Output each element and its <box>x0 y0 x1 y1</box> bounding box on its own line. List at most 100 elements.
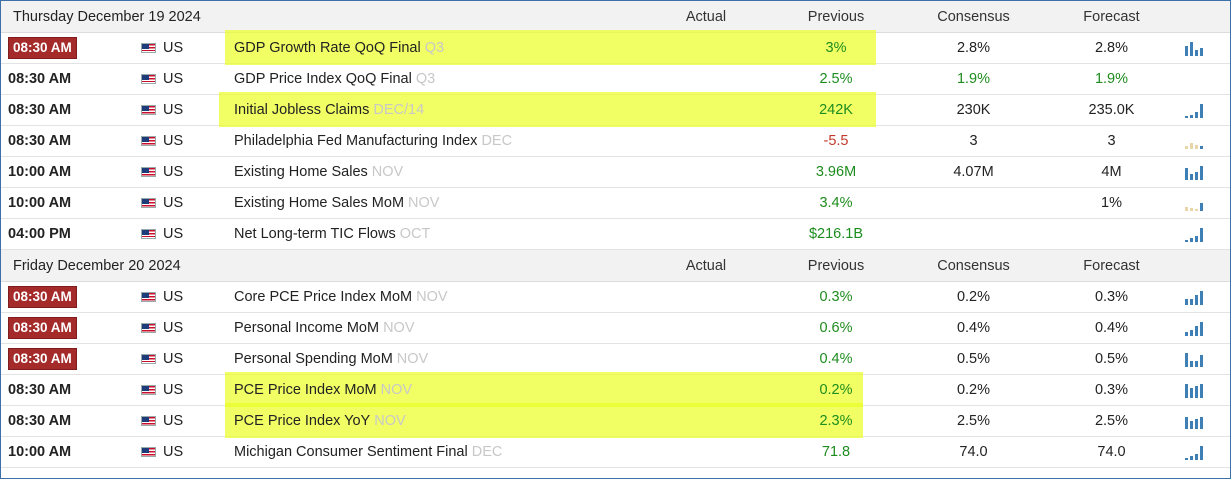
forecast-value <box>1049 219 1174 249</box>
sparkline-chart[interactable] <box>1185 437 1215 467</box>
table-row[interactable]: 10:00 AM US Michigan Consumer Sentiment Fi… <box>1 437 1230 468</box>
event-period: NOV <box>371 164 404 180</box>
event-name-link[interactable]: PCE Price Index YoY NOV <box>234 406 674 436</box>
us-flag-icon <box>141 188 157 218</box>
actual-value <box>641 375 771 405</box>
consensus-value: 2.8% <box>956 40 991 56</box>
event-period: NOV <box>396 351 429 367</box>
sparkline-bar <box>1185 417 1188 429</box>
actual-value <box>641 219 771 249</box>
event-name[interactable]: Existing Home Sales <box>234 164 368 180</box>
event-name[interactable]: Michigan Consumer Sentiment Final <box>234 444 468 460</box>
column-header-consensus[interactable]: Consensus <box>937 8 1010 25</box>
sparkline-chart[interactable] <box>1185 64 1215 94</box>
table-row[interactable]: 08:30 AM US Personal Income MoM NOV 0.6% 0.4%… <box>1 313 1230 344</box>
table-row[interactable]: 08:30 AM US Personal Spending MoM NOV 0.4% 0.… <box>1 344 1230 375</box>
sparkline-bar <box>1195 361 1198 367</box>
time-text: 04:00 PM <box>8 226 71 242</box>
event-name[interactable]: Personal Spending MoM <box>234 351 393 367</box>
sparkline-chart[interactable] <box>1185 126 1215 156</box>
event-time: 08:30 AM <box>8 33 88 63</box>
sparkline-chart[interactable] <box>1185 33 1215 63</box>
section-date: Friday December 20 2024 <box>13 257 181 274</box>
event-name-link[interactable]: Michigan Consumer Sentiment Final DEC <box>234 437 674 467</box>
sparkline-chart[interactable] <box>1185 188 1215 218</box>
event-name-link[interactable]: Existing Home Sales MoM NOV <box>234 188 674 218</box>
table-row[interactable]: 10:00 AM US Existing Home Sales NOV 3.96M 4.0… <box>1 157 1230 188</box>
event-name-link[interactable]: Personal Spending MoM NOV <box>234 344 674 374</box>
event-name[interactable]: Net Long-term TIC Flows <box>234 226 396 242</box>
consensus-value: 0.4% <box>956 320 991 336</box>
country-code: US <box>163 40 184 56</box>
event-name[interactable]: GDP Growth Rate QoQ Final <box>234 40 421 56</box>
country-code: US <box>163 226 184 242</box>
column-header-previous[interactable]: Previous <box>807 257 865 274</box>
sparkline-chart[interactable] <box>1185 95 1215 125</box>
event-period: Q3 <box>424 40 445 56</box>
event-name-link[interactable]: Core PCE Price Index MoM NOV <box>234 282 674 312</box>
event-name[interactable]: Existing Home Sales MoM <box>234 195 405 211</box>
us-flag-icon <box>141 219 157 249</box>
event-name[interactable]: Core PCE Price Index MoM <box>234 289 413 305</box>
event-name[interactable]: GDP Price Index QoQ Final <box>234 71 412 87</box>
event-name-link[interactable]: Net Long-term TIC Flows OCT <box>234 219 674 249</box>
table-row[interactable]: 08:30 AM US Philadelphia Fed Manufacturing… <box>1 126 1230 157</box>
sparkline-chart[interactable] <box>1185 313 1215 343</box>
forecast-value: 0.3% <box>1094 289 1129 305</box>
sparkline-chart[interactable] <box>1185 344 1215 374</box>
table-row[interactable]: 08:30 AM US Core PCE Price Index MoM NOV 0.3… <box>1 282 1230 313</box>
column-header-actual[interactable]: Actual <box>685 8 727 25</box>
event-name-link[interactable]: GDP Price Index QoQ Final Q3 <box>234 64 674 94</box>
column-header-consensus[interactable]: Consensus <box>937 257 1010 274</box>
sparkline-bar <box>1200 104 1203 118</box>
sparkline-bar <box>1200 166 1203 180</box>
table-row[interactable]: 10:00 AM US Existing Home Sales MoM NOV 3.4%… <box>1 188 1230 219</box>
column-header-previous[interactable]: Previous <box>807 8 865 25</box>
forecast-value: 3 <box>1107 133 1116 149</box>
event-name[interactable]: PCE Price Index MoM <box>234 382 377 398</box>
sparkline-bar <box>1185 46 1188 56</box>
event-name[interactable]: Philadelphia Fed Manufacturing Index <box>234 133 478 149</box>
sparkline-bar <box>1195 209 1198 211</box>
sparkline-bar <box>1190 143 1193 149</box>
column-header-forecast[interactable]: Forecast <box>1083 8 1140 25</box>
column-header-actual[interactable]: Actual <box>685 257 727 274</box>
sparkline-chart[interactable] <box>1185 219 1215 249</box>
event-period: NOV <box>374 413 406 429</box>
sparkline-chart[interactable] <box>1185 375 1215 405</box>
event-name-link[interactable]: Existing Home Sales NOV <box>234 157 674 187</box>
forecast-value: 235.0K <box>1088 102 1135 118</box>
sparkline-chart[interactable] <box>1185 157 1215 187</box>
sparkline-chart[interactable] <box>1185 282 1215 312</box>
event-name-link[interactable]: GDP Growth Rate QoQ Final Q3 <box>234 33 674 63</box>
actual-value <box>641 188 771 218</box>
table-row[interactable]: 08:30 AM US PCE Price Index YoY NOV 2.3% 2.5%… <box>1 403 1230 438</box>
sparkline-bar <box>1190 421 1193 429</box>
event-period: DEC <box>481 133 513 149</box>
table-row[interactable]: 08:30 AM US PCE Price Index MoM NOV 0.2% 0.2%… <box>1 372 1230 407</box>
us-flag-icon <box>141 126 157 156</box>
previous-value: -5.5 <box>823 133 849 149</box>
event-name[interactable]: Initial Jobless Claims <box>234 102 370 118</box>
us-flag-icon <box>141 64 157 94</box>
event-period: NOV <box>380 382 413 398</box>
sparkline-bar <box>1195 172 1198 180</box>
sparkline-chart[interactable] <box>1185 406 1215 436</box>
table-row[interactable]: 08:30 AM US Initial Jobless Claims DEC/14 24… <box>1 92 1230 127</box>
actual-value <box>641 157 771 187</box>
table-row[interactable]: 08:30 AM US GDP Price Index QoQ Final Q3 2.5… <box>1 64 1230 95</box>
time-badge: 08:30 AM <box>8 37 77 59</box>
table-row[interactable]: 04:00 PM US Net Long-term TIC Flows OCT $216… <box>1 219 1230 250</box>
sparkline-bar <box>1195 50 1198 56</box>
event-name[interactable]: PCE Price Index YoY <box>234 413 371 429</box>
table-row[interactable]: 08:30 AM US GDP Growth Rate QoQ Final Q3 3% 2… <box>1 30 1230 65</box>
event-name-link[interactable]: PCE Price Index MoM NOV <box>234 375 674 405</box>
event-name[interactable]: Personal Income MoM <box>234 320 380 336</box>
previous-value: 242K <box>819 102 853 118</box>
previous-value: 0.4% <box>819 351 853 367</box>
event-name-link[interactable]: Personal Income MoM NOV <box>234 313 674 343</box>
time-text: 08:30 AM <box>8 102 72 118</box>
column-header-forecast[interactable]: Forecast <box>1083 257 1140 274</box>
event-name-link[interactable]: Philadelphia Fed Manufacturing Index DEC <box>234 126 674 156</box>
event-name-link[interactable]: Initial Jobless Claims DEC/14 <box>234 95 674 125</box>
